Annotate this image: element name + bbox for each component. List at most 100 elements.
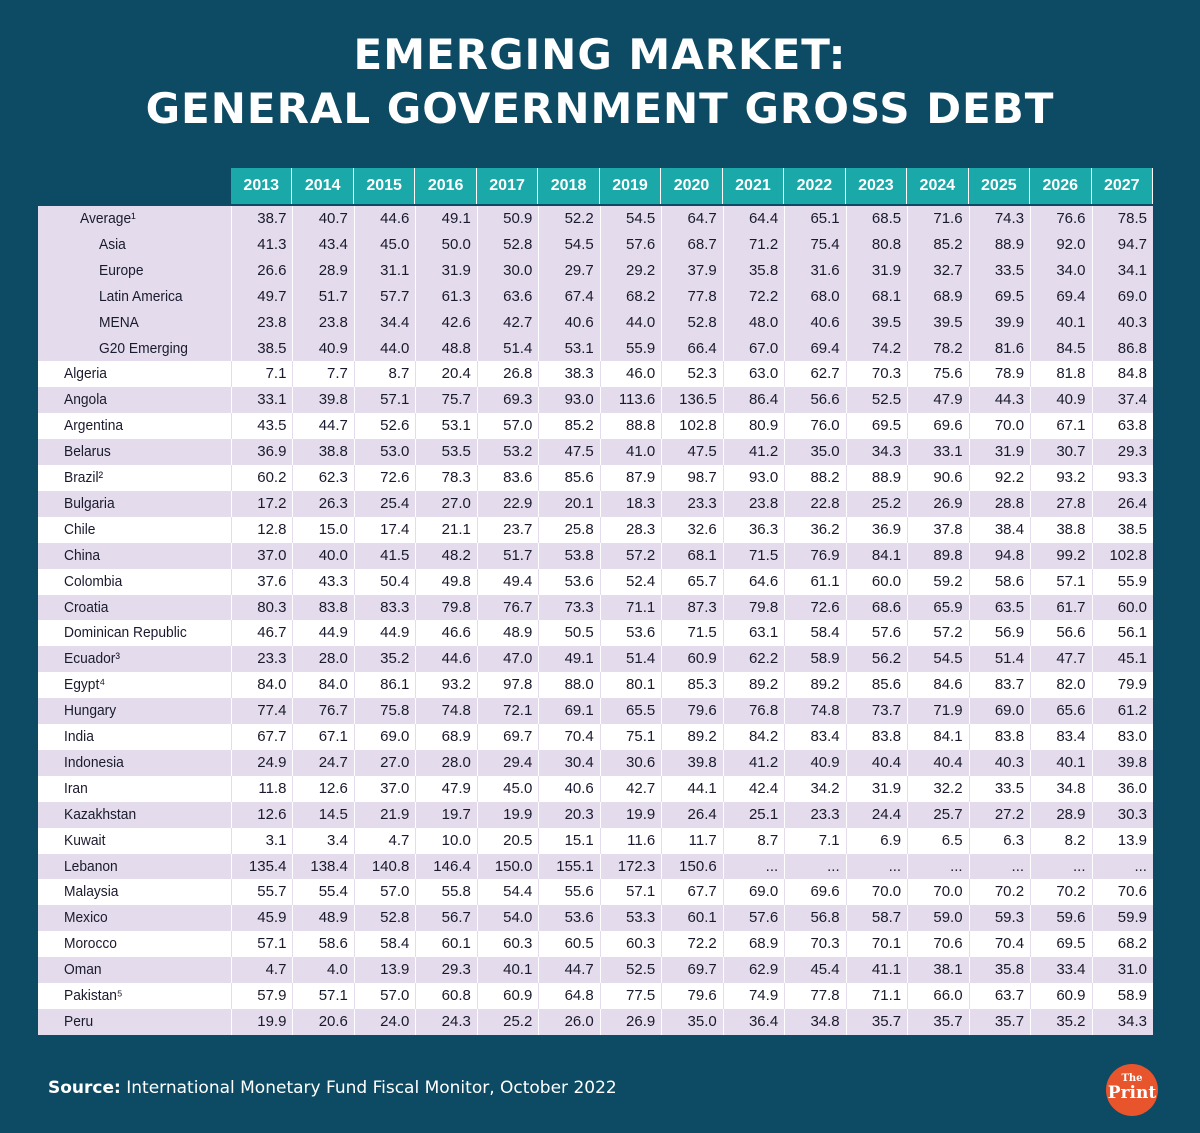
table-cell: 79.6 bbox=[661, 983, 722, 1009]
table-cell: 48.8 bbox=[415, 335, 476, 362]
table-cell: 45.1 bbox=[1091, 646, 1153, 673]
row-label: Oman bbox=[64, 961, 102, 979]
table-cell: 59.0 bbox=[907, 905, 968, 932]
table-cell: 150.6 bbox=[661, 853, 722, 880]
table-cell: 39.5 bbox=[845, 309, 907, 336]
row-label: Chile bbox=[64, 520, 96, 538]
table-cell: 28.0 bbox=[292, 646, 353, 673]
table-cell: 57.0 bbox=[476, 413, 538, 440]
table-cell: 23.8 bbox=[231, 309, 292, 336]
table-cell: 67.1 bbox=[1030, 413, 1091, 440]
table-cell: 24.7 bbox=[292, 749, 353, 776]
table-cell: 53.6 bbox=[538, 905, 599, 932]
table-cell: 63.8 bbox=[1091, 413, 1153, 440]
table-row: Latin America 49.7 51.7 57.7 61.3 63.6 67.4 68.… bbox=[38, 283, 1153, 310]
page-title: EMERGING MARKET: bbox=[353, 30, 847, 79]
table-cell: 21.1 bbox=[415, 516, 476, 543]
table-cell: 138.4 bbox=[292, 853, 353, 880]
table-cell: 83.4 bbox=[784, 724, 845, 750]
table-cell: 76.7 bbox=[292, 698, 353, 725]
table-cell: 67.0 bbox=[722, 335, 784, 362]
table-cell: 57.6 bbox=[599, 231, 661, 258]
table-cell: 34.8 bbox=[1030, 775, 1091, 802]
table-cell: 33.1 bbox=[907, 439, 968, 466]
table-cell: 57.0 bbox=[353, 879, 415, 906]
table-cell: 20.1 bbox=[538, 490, 599, 517]
row-label: Pakistan⁵ bbox=[64, 987, 123, 1004]
table-cell: 79.8 bbox=[722, 594, 784, 621]
row-label: Brazil² bbox=[64, 469, 104, 486]
table-cell: ... bbox=[968, 853, 1030, 880]
table-cell: 72.6 bbox=[353, 465, 415, 491]
table-cell: 59.6 bbox=[1030, 905, 1091, 932]
table-cell: 83.7 bbox=[968, 672, 1030, 699]
table-cell: 83.4 bbox=[1030, 724, 1091, 750]
table-row: Angola 33.1 39.8 57.1 75.7 69.3 93.0 113.6 136.5… bbox=[38, 387, 1153, 414]
table-cell: 75.1 bbox=[599, 724, 661, 750]
table-cell: 69.5 bbox=[845, 413, 907, 440]
table-cell: 57.6 bbox=[845, 620, 907, 647]
row-label: China bbox=[64, 546, 101, 564]
table-cell: 69.1 bbox=[538, 698, 599, 725]
table-cell: 41.0 bbox=[599, 439, 661, 466]
table-cell: 69.6 bbox=[784, 879, 845, 906]
table-cell: 81.6 bbox=[968, 335, 1030, 362]
table-cell: 40.6 bbox=[538, 775, 599, 802]
table-cell: 33.1 bbox=[231, 387, 292, 414]
table-cell: 79.6 bbox=[661, 698, 722, 725]
table-cell: 46.7 bbox=[231, 620, 292, 647]
row-label: Malaysia bbox=[64, 883, 119, 901]
table-cell: 38.8 bbox=[292, 439, 353, 466]
table-cell: 68.9 bbox=[907, 283, 968, 310]
table-cell: 155.1 bbox=[538, 853, 599, 880]
table-cell: 84.0 bbox=[231, 672, 292, 699]
table-cell: 37.6 bbox=[231, 568, 292, 595]
table-cell: 73.7 bbox=[845, 698, 907, 725]
table-cell: 70.4 bbox=[538, 724, 599, 750]
table-row: Chile 12.8 15.0 17.4 21.1 23.7 25.8 28.3 32.6 36.… bbox=[38, 516, 1153, 543]
table-cell: 38.8 bbox=[1030, 516, 1091, 543]
table-cell: 60.8 bbox=[415, 983, 476, 1009]
table-cell: 40.0 bbox=[292, 542, 353, 569]
table-cell: 37.0 bbox=[231, 542, 292, 569]
table-cell: 71.5 bbox=[722, 542, 784, 569]
table-cell: 52.3 bbox=[661, 361, 722, 388]
table-cell: 84.8 bbox=[1091, 361, 1153, 388]
table-cell: 44.7 bbox=[292, 413, 353, 440]
table-cell: 75.7 bbox=[415, 387, 476, 414]
table-cell: 77.8 bbox=[784, 983, 845, 1009]
table-cell: 87.3 bbox=[661, 594, 722, 621]
table-cell: 64.7 bbox=[661, 206, 722, 232]
table-cell: 20.6 bbox=[292, 1008, 353, 1035]
table-cell: 55.7 bbox=[231, 879, 292, 906]
table-cell: 71.1 bbox=[599, 594, 661, 621]
table-cell: ... bbox=[722, 853, 784, 880]
header-corner bbox=[38, 168, 231, 204]
table-cell: 31.1 bbox=[353, 257, 415, 284]
table-cell: 58.4 bbox=[353, 931, 415, 958]
table-cell: 6.9 bbox=[845, 827, 907, 854]
table-cell: 93.2 bbox=[1030, 465, 1091, 491]
table-cell: 53.5 bbox=[415, 439, 476, 466]
table-cell: 70.0 bbox=[968, 413, 1030, 440]
table-cell: 24.4 bbox=[845, 801, 907, 828]
table-cell: 40.6 bbox=[784, 309, 845, 336]
table-cell: 22.9 bbox=[476, 490, 538, 517]
table-cell: 80.9 bbox=[722, 413, 784, 440]
table-cell: 12.8 bbox=[231, 516, 292, 543]
table-row: China 37.0 40.0 41.5 48.2 51.7 53.8 57.2 68.1 71.… bbox=[38, 542, 1153, 569]
table-cell: 62.7 bbox=[784, 361, 845, 388]
table-cell: 53.3 bbox=[599, 905, 661, 932]
table-cell: 66.0 bbox=[907, 983, 968, 1009]
table-cell: 33.5 bbox=[968, 775, 1030, 802]
table-cell: 70.3 bbox=[845, 361, 907, 388]
table-row: Malaysia 55.7 55.4 57.0 55.8 54.4 55.6 57.1 67.7… bbox=[38, 879, 1153, 906]
table-cell: 40.6 bbox=[538, 309, 599, 336]
table-cell: 83.8 bbox=[845, 724, 907, 750]
table-cell: 31.6 bbox=[784, 257, 845, 284]
table-cell: 35.7 bbox=[968, 1008, 1030, 1035]
table-row: Brazil² 60.2 62.3 72.6 78.3 83.6 85.6 87.9 98.7 9… bbox=[38, 465, 1153, 491]
table-row: Egypt⁴ 84.0 84.0 86.1 93.2 97.8 88.0 80.1 85.3 89… bbox=[38, 672, 1153, 699]
table-cell: 22.8 bbox=[784, 490, 845, 517]
table-cell: 60.1 bbox=[661, 905, 722, 932]
